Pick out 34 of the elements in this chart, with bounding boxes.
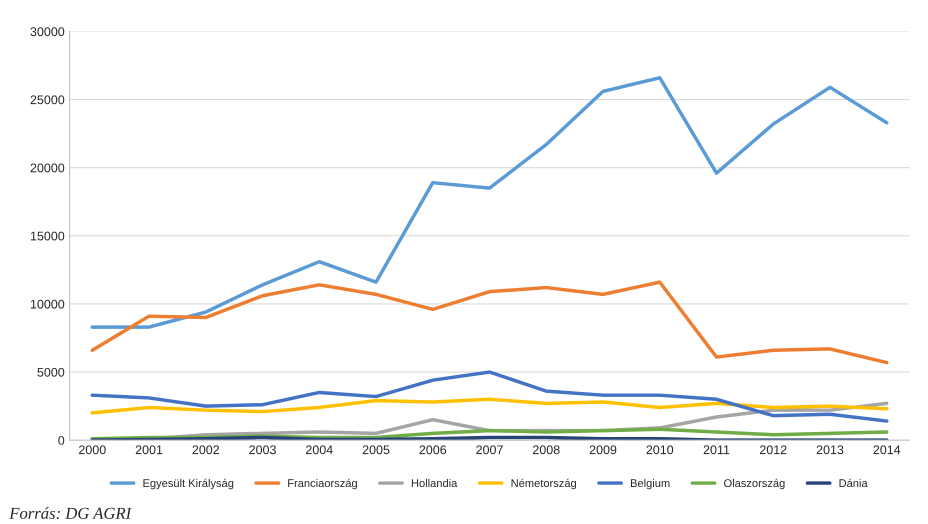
- x-tick-label: 2014: [873, 445, 900, 454]
- legend-label: Dánia: [840, 478, 868, 488]
- x-tick-label: 2001: [136, 445, 162, 454]
- x-tick-label: 2004: [306, 445, 333, 454]
- x-tick-label: 2003: [249, 445, 276, 454]
- y-tick-label: 30000: [30, 27, 64, 36]
- legend-label: Franciaország: [288, 478, 357, 490]
- legend-label: Hollandia: [412, 478, 458, 488]
- line-series: [90, 76, 888, 329]
- x-tick-label: 2007: [476, 445, 503, 454]
- x-tick-label: 2008: [532, 445, 560, 454]
- y-tick-label: 25000: [30, 95, 64, 104]
- x-tick-label: 2009: [590, 445, 616, 454]
- y-tick-label: 10000: [30, 300, 64, 309]
- y-tick-label: 0: [58, 436, 64, 445]
- x-tick-label: 2010: [646, 445, 674, 454]
- x-tick-label: 2005: [362, 445, 390, 454]
- x-tick-label: 2006: [420, 445, 446, 454]
- line-series: [90, 398, 888, 415]
- text: Forrás: DG AGRI: [9, 507, 132, 519]
- line-series: [90, 370, 888, 423]
- legend-label: Olaszország: [724, 478, 785, 490]
- x-tick-label: 2012: [760, 445, 787, 454]
- y-tick-label: 20000: [30, 163, 64, 172]
- y-tick-label: 15000: [30, 232, 64, 240]
- legend-label: Egyesült Királyság: [143, 478, 234, 490]
- x-tick-label: 2000: [79, 445, 106, 454]
- x-tick-label: 2002: [192, 445, 220, 454]
- x-tick-label: 2011: [704, 445, 730, 454]
- line-series: [90, 280, 888, 364]
- x-tick-label: 2013: [816, 445, 844, 454]
- legend-label: Belgium: [630, 478, 670, 490]
- legend-label: Németország: [512, 478, 576, 490]
- y-tick-label: 5000: [37, 368, 64, 377]
